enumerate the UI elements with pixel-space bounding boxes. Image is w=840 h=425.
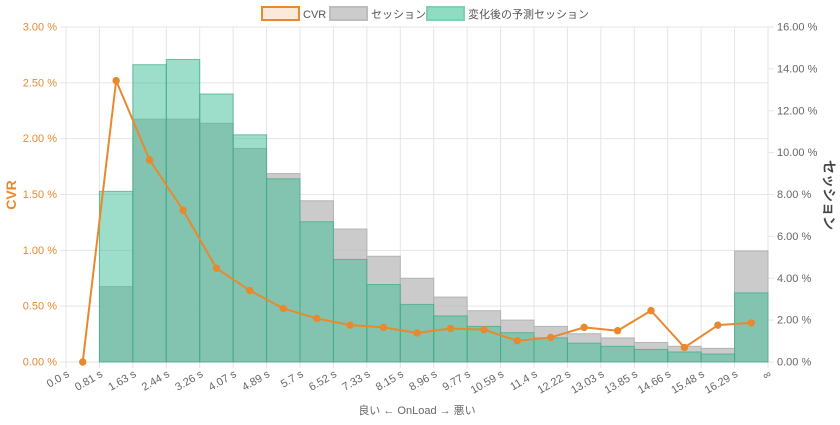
x-tick-label: 7.33 s (340, 368, 372, 394)
predicted-session-bar (667, 351, 702, 363)
cvr-point (747, 319, 755, 327)
cvr-point (413, 329, 421, 337)
x-tick-label: 15.48 s (669, 368, 707, 397)
left-axis-tick-label: 2.00 % (23, 133, 57, 145)
x-tick-label: 9.77 s (441, 368, 473, 394)
x-tick-label: 8.15 s (374, 368, 406, 394)
x-tick-label: 3.26 s (173, 368, 205, 394)
x-tick-label: 11.4 s (508, 368, 540, 393)
cvr-point (179, 206, 187, 214)
cvr-point (446, 324, 455, 333)
right-axis-tick-label: 4.00 % (777, 273, 811, 285)
right-axis-tick-label: 6.00 % (777, 231, 811, 243)
right-axis-tick-label: 14.00 % (777, 63, 818, 75)
x-tick-label: 8.96 s (407, 368, 439, 394)
right-axis-tick-label: 10.00 % (777, 147, 818, 159)
predicted-session-bar (132, 64, 167, 363)
predicted-session-bar (566, 342, 602, 363)
x-tick-label: 14.66 s (636, 368, 674, 397)
cvr-point (212, 264, 221, 272)
cvr-point (647, 306, 655, 315)
x-tick-label: 4.89 s (240, 368, 272, 394)
x-tick-label: 0.0 s (45, 368, 72, 391)
cvr-point (680, 343, 689, 352)
right-axis-tick-label: 8.00 % (777, 189, 811, 201)
predicted-session-bar (633, 348, 669, 363)
x-tick-label: 5.7 s (279, 368, 306, 391)
x-tick-label: 13.85 s (603, 368, 641, 397)
cvr-line (79, 76, 755, 366)
bars (98, 58, 769, 363)
left-axis-tick-label: 1.00 % (23, 245, 57, 257)
cvr-point (79, 358, 87, 366)
right-axis-title: セッション (821, 160, 837, 230)
cvr-point (145, 156, 154, 164)
predicted-session-bar (266, 178, 301, 363)
x-tick-label: 6.52 s (307, 368, 339, 394)
cvr-point (379, 323, 388, 332)
legend-item-sessions-label: セッション (371, 8, 426, 21)
predicted-session-bar (98, 190, 134, 363)
right-axis-tick-label: 16.00 % (777, 22, 818, 34)
predicted-session-bar (299, 221, 334, 363)
legend[interactable]: CVR セッション 変化後の予測セッション (261, 6, 589, 21)
legend-item-cvr-swatch (261, 6, 300, 21)
cvr-point (547, 333, 555, 342)
cvr-point (279, 304, 287, 313)
cvr-point (714, 321, 722, 329)
x-axis-title: 良い ← OnLoad → 悪い (358, 403, 475, 417)
cvr-point (346, 321, 354, 329)
predicted-session-bar (700, 353, 736, 363)
cvr-point (313, 314, 321, 323)
x-tick-label: 16.29 s (703, 368, 741, 397)
left-axis-tick-label: 1.50 % (23, 189, 57, 201)
cvr-point (513, 337, 521, 345)
x-tick-label: 13.03 s (569, 368, 607, 397)
left-axis-title: CVR (3, 180, 19, 210)
cvr-point (246, 286, 254, 295)
x-tick-label: 1.63 s (106, 368, 138, 394)
predicted-session-bar (600, 345, 635, 363)
predicted-session-bar (433, 315, 468, 363)
cvr-point (112, 76, 120, 85)
x-tick-label: 10.59 s (469, 368, 507, 397)
left-axis-tick-label: 0.50 % (23, 301, 57, 313)
x-tick-label: 12.22 s (536, 368, 574, 397)
left-axis-tick-label: 2.50 % (23, 77, 57, 89)
right-axis-tick-label: 2.00 % (777, 315, 811, 327)
cvr-point (580, 323, 588, 332)
legend-item-sessions-swatch (329, 6, 368, 21)
legend-item-cvr-label: CVR (303, 9, 326, 21)
x-tick-label: ∞ (761, 368, 774, 382)
right-axis-tick-label: 12.00 % (777, 105, 818, 117)
legend-item-predicted-sessions-label: 変化後の予測セッション (468, 7, 589, 21)
x-tick-label: 4.07 s (207, 368, 239, 394)
predicted-session-bar (734, 292, 769, 363)
predicted-session-bar (199, 93, 234, 363)
left-axis-tick-label: 3.00 % (23, 22, 57, 34)
predicted-session-bar (232, 134, 268, 363)
right-axis-tick-label: 0.00 % (777, 357, 811, 369)
cvr-point (480, 325, 488, 334)
legend-item-predicted-sessions-swatch (426, 6, 465, 21)
predicted-session-bar (533, 337, 568, 363)
predicted-session-bar (366, 284, 401, 363)
predicted-session-bar (332, 258, 368, 363)
x-tick-label: 0.81 s (73, 368, 105, 394)
left-axis-tick-label: 0.00 % (23, 357, 57, 369)
cvr-point (613, 327, 622, 335)
x-tick-label: 2.44 s (140, 368, 172, 394)
